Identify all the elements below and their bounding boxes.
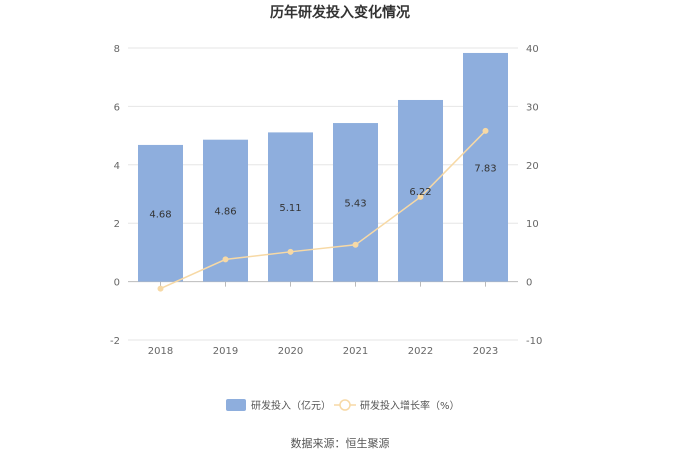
chart-title: 历年研发投入变化情况 xyxy=(270,4,410,21)
grid-lines xyxy=(128,47,518,341)
x-tick-label: 2020 xyxy=(278,346,303,357)
y-right-tick-label: 40 xyxy=(526,44,539,55)
y-right-tick-label: 0 xyxy=(526,278,532,289)
bar xyxy=(268,132,313,282)
x-tick-label: 2023 xyxy=(473,346,498,357)
y-left-tick-label: -2 xyxy=(110,336,120,347)
bar-value-label: 6.22 xyxy=(409,187,431,198)
growth-line xyxy=(160,130,487,290)
bar-series xyxy=(138,52,508,282)
growth-point xyxy=(352,241,359,248)
x-tick-label: 2021 xyxy=(343,346,368,357)
bar xyxy=(398,99,443,282)
bar-value-label: 7.83 xyxy=(474,163,496,174)
axes: -2 0 2 4 6 8 -10 0 10 20 30 40 2018 2019 2020 2021 2022 2… xyxy=(110,44,542,357)
y-left-tick-label: 4 xyxy=(114,161,120,172)
growth-point xyxy=(482,127,489,134)
growth-point xyxy=(287,248,294,255)
y-left-tick-label: 2 xyxy=(114,219,120,230)
growth-point xyxy=(417,193,424,200)
y-left-tick-label: 6 xyxy=(114,102,120,113)
legend-swatch-bar[interactable] xyxy=(226,399,246,411)
y-left-tick-label: 8 xyxy=(114,44,120,55)
bar xyxy=(138,144,183,282)
growth-point xyxy=(222,256,229,263)
y-right-tick-label: 20 xyxy=(526,161,539,172)
y-right-tick-label: 10 xyxy=(526,219,539,230)
bar-value-label: 5.43 xyxy=(344,198,366,209)
bar xyxy=(463,52,508,282)
y-right-tick-label: -10 xyxy=(526,336,542,347)
x-tick-label: 2019 xyxy=(213,346,238,357)
line-series: 4.68 4.86 5.11 5.43 6.22 7.83 xyxy=(149,127,497,292)
x-tick-label: 2022 xyxy=(408,346,433,357)
bar-value-label: 4.86 xyxy=(214,207,236,218)
source-note: 数据来源：恒生聚源 xyxy=(291,436,390,450)
legend-label-line[interactable]: 研发投入增长率（%） xyxy=(360,399,460,412)
x-tick-label: 2018 xyxy=(148,346,173,357)
y-left-tick-label: 0 xyxy=(114,278,120,289)
growth-point xyxy=(157,285,164,292)
bar-value-label: 5.11 xyxy=(279,203,301,214)
legend-marker-line[interactable] xyxy=(339,399,351,411)
y-right-tick-label: 30 xyxy=(526,102,539,113)
bar xyxy=(333,123,378,282)
legend[interactable]: 研发投入（亿元） 研发投入增长率（%） xyxy=(226,399,460,412)
bar-value-label: 4.68 xyxy=(149,209,171,220)
legend-label-bar[interactable]: 研发投入（亿元） xyxy=(251,399,331,412)
